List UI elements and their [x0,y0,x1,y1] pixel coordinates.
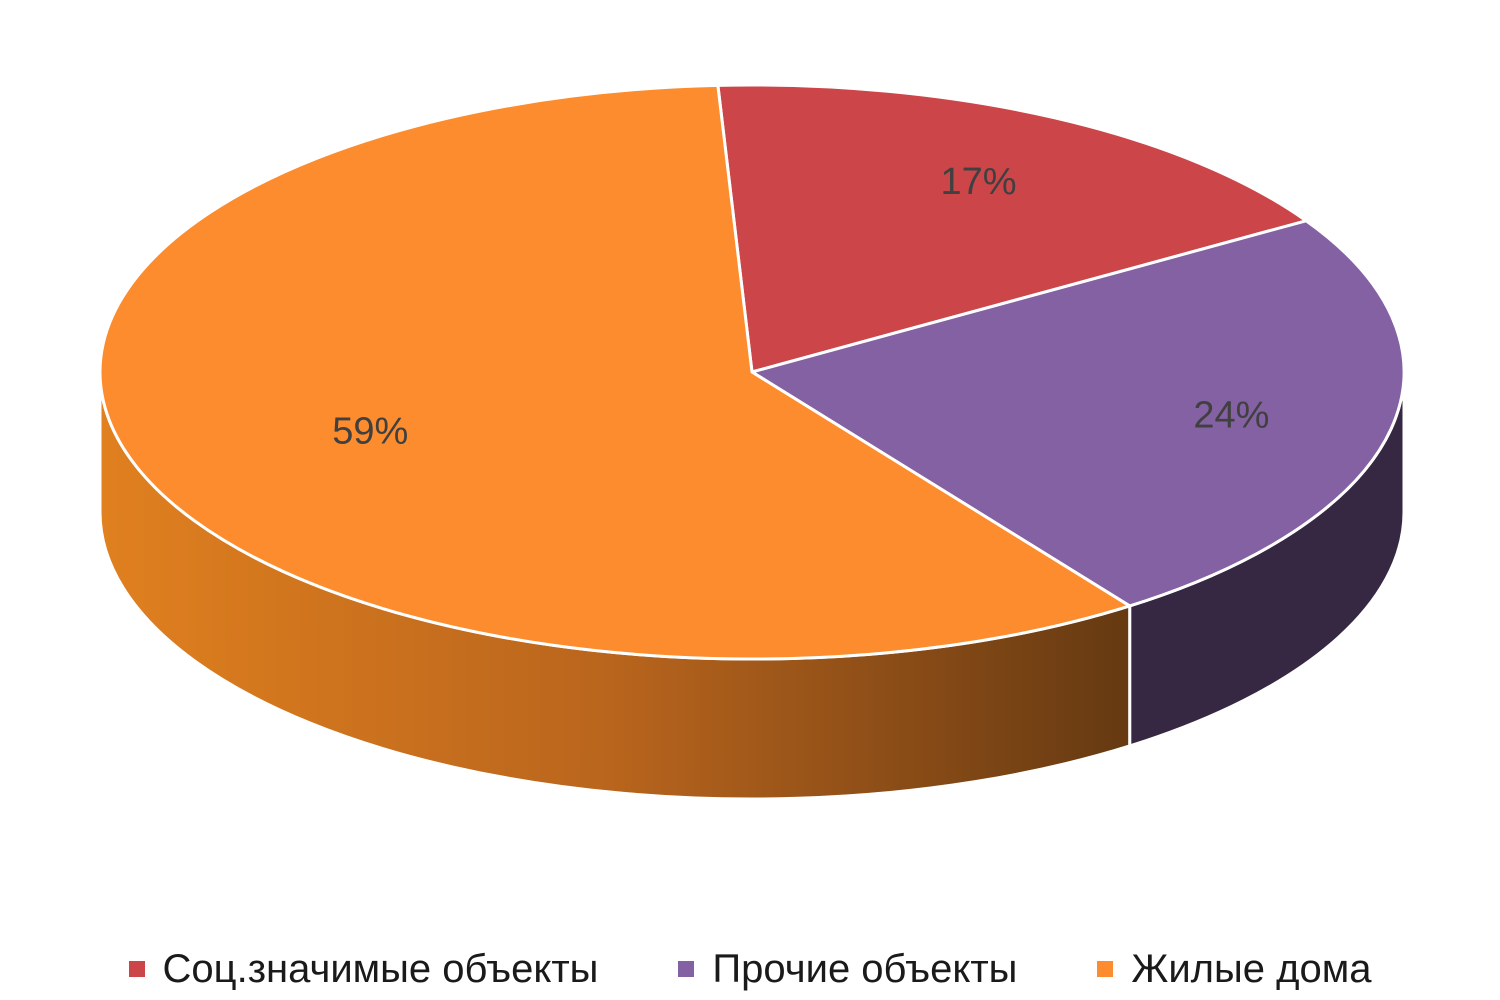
legend-swatch-icon [678,961,695,977]
legend-item-zhilye-doma[interactable]: Жилые дома [1097,947,1371,992]
legend-label: Жилые дома [1131,946,1372,991]
slice-soc-znachimye-obekty[interactable] [716,83,1308,374]
legend-label: Прочие объекты [712,946,1018,991]
legend-label: Соц.значимые объекты [162,946,599,991]
slice-prochie-obekty[interactable] [750,219,1406,608]
legend-item-soc-znachimye-obekty[interactable]: Соц.значимые объекты [128,946,599,992]
legend-item-prochie-obekty[interactable]: Прочие объекты [678,947,1017,992]
data-label-prochie-obekty: 24% [1193,395,1269,437]
legend-swatch-icon [128,961,145,977]
data-label-zhilye-doma: 59% [332,411,408,453]
data-label-soc-znachimye-obekty: 17% [941,161,1017,203]
slice-zhilye-doma[interactable] [98,83,1132,661]
legend: Соц.значимые объекты Прочие объекты Жилы… [0,944,1500,994]
legend-swatch-icon [1097,961,1114,977]
